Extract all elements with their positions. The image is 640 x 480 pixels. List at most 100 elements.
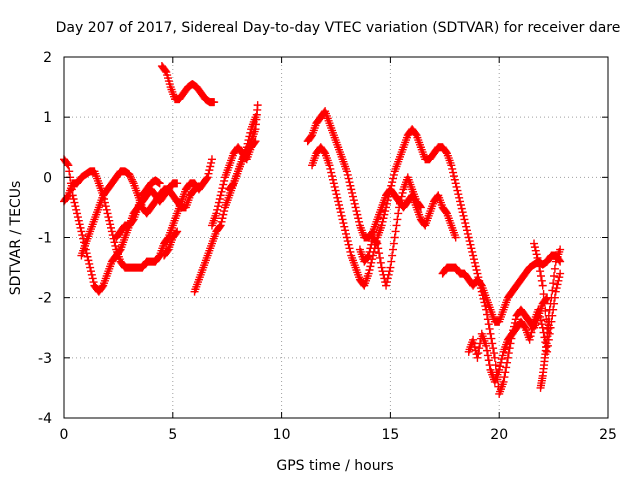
- data-point-plus: [251, 113, 260, 122]
- data-point-plus: [216, 221, 225, 230]
- data-point-plus: [71, 202, 80, 211]
- data-point-plus: [106, 220, 115, 229]
- series-arc-16: [536, 317, 554, 392]
- data-point-plus: [379, 214, 388, 223]
- data-point-plus: [163, 234, 172, 243]
- data-point-plus: [552, 284, 561, 293]
- data-point-plus: [325, 161, 334, 170]
- data-point-plus: [372, 238, 381, 247]
- data-point-plus: [482, 341, 491, 350]
- data-point-plus: [111, 241, 120, 250]
- data-point-plus: [64, 161, 73, 170]
- data-point-plus: [332, 190, 341, 199]
- data-point-plus: [546, 299, 555, 308]
- data-point-plus: [527, 328, 536, 337]
- data-point-plus: [388, 178, 397, 187]
- data-point-plus: [473, 353, 482, 362]
- data-point-plus: [228, 180, 237, 189]
- data-point-plus: [343, 170, 352, 179]
- data-point-plus: [462, 222, 471, 231]
- data-point-plus: [206, 162, 215, 171]
- data-point-plus: [454, 190, 463, 199]
- data-point-plus: [365, 247, 374, 256]
- series-arc-11: [308, 125, 552, 398]
- data-point-plus: [382, 203, 391, 212]
- data-point-plus: [63, 160, 72, 169]
- data-point-plus: [126, 172, 135, 181]
- data-point-plus: [70, 198, 79, 207]
- data-point-plus: [382, 199, 391, 208]
- data-point-plus: [487, 334, 496, 343]
- data-point-plus: [307, 132, 316, 141]
- data-point-plus: [464, 233, 473, 242]
- data-point-plus: [476, 280, 485, 289]
- series-arc-2: [60, 155, 216, 272]
- data-point-plus: [89, 278, 98, 287]
- data-point-plus: [457, 204, 466, 213]
- data-point-plus: [105, 216, 114, 225]
- data-point-plus: [525, 335, 534, 344]
- data-point-plus: [76, 223, 85, 232]
- data-point-plus: [353, 210, 362, 219]
- chart-title: Day 207 of 2017, Sidereal Day-to-day VTE…: [56, 20, 621, 36]
- data-point-plus: [553, 280, 562, 289]
- data-point-plus: [534, 305, 543, 314]
- data-series-layer: [60, 62, 565, 398]
- grid-lines: [64, 57, 608, 418]
- data-point-plus: [456, 197, 465, 206]
- data-point-plus: [551, 287, 560, 296]
- data-point-plus: [128, 177, 137, 186]
- data-point-plus: [449, 168, 458, 177]
- y-axis-label: SDTVAR / TECUs: [8, 181, 24, 296]
- data-point-plus: [375, 253, 384, 262]
- data-point-plus: [110, 238, 119, 247]
- data-point-plus: [470, 258, 479, 267]
- data-point-plus: [474, 349, 483, 358]
- data-point-plus: [340, 222, 349, 231]
- data-point-plus: [548, 286, 557, 295]
- data-point-plus: [453, 186, 462, 195]
- y-tick-label: 2: [43, 50, 52, 66]
- data-point-plus: [411, 130, 420, 139]
- data-point-plus: [85, 259, 94, 268]
- data-point-plus: [537, 276, 546, 285]
- data-point-plus: [336, 208, 345, 217]
- data-point-plus: [69, 194, 78, 203]
- data-point-plus: [88, 274, 97, 283]
- data-point-plus: [415, 202, 424, 211]
- x-tick-label: 15: [381, 427, 399, 443]
- data-point-plus: [344, 174, 353, 183]
- data-point-plus: [378, 217, 387, 226]
- data-point-plus: [348, 188, 357, 197]
- data-point-plus: [345, 178, 354, 187]
- data-point-plus: [217, 187, 226, 196]
- data-point-plus: [542, 294, 551, 303]
- data-point-plus: [470, 343, 479, 352]
- data-point-plus: [556, 245, 565, 254]
- series-arc-5: [157, 62, 219, 107]
- data-point-plus: [447, 161, 456, 170]
- series-arc-12: [355, 173, 425, 290]
- y-tick-label: -1: [38, 231, 52, 247]
- data-point-plus: [472, 350, 481, 359]
- data-point-plus: [461, 219, 470, 228]
- data-point-plus: [220, 176, 229, 185]
- data-point-plus: [547, 293, 556, 302]
- data-point-plus: [526, 332, 535, 341]
- data-point-plus: [374, 244, 383, 253]
- data-point-plus: [173, 179, 182, 188]
- data-point-plus: [496, 362, 505, 371]
- data-point-plus: [475, 344, 484, 353]
- data-point-plus: [530, 243, 539, 252]
- data-point-plus: [253, 101, 262, 110]
- data-point-plus: [452, 182, 461, 191]
- data-point-plus: [502, 363, 511, 372]
- data-point-plus: [496, 358, 505, 367]
- data-point-plus: [449, 172, 458, 181]
- data-point-plus: [497, 355, 506, 364]
- data-point-plus: [378, 267, 387, 276]
- data-point-plus: [344, 240, 353, 249]
- data-point-plus: [511, 315, 520, 324]
- data-point-plus: [537, 320, 546, 329]
